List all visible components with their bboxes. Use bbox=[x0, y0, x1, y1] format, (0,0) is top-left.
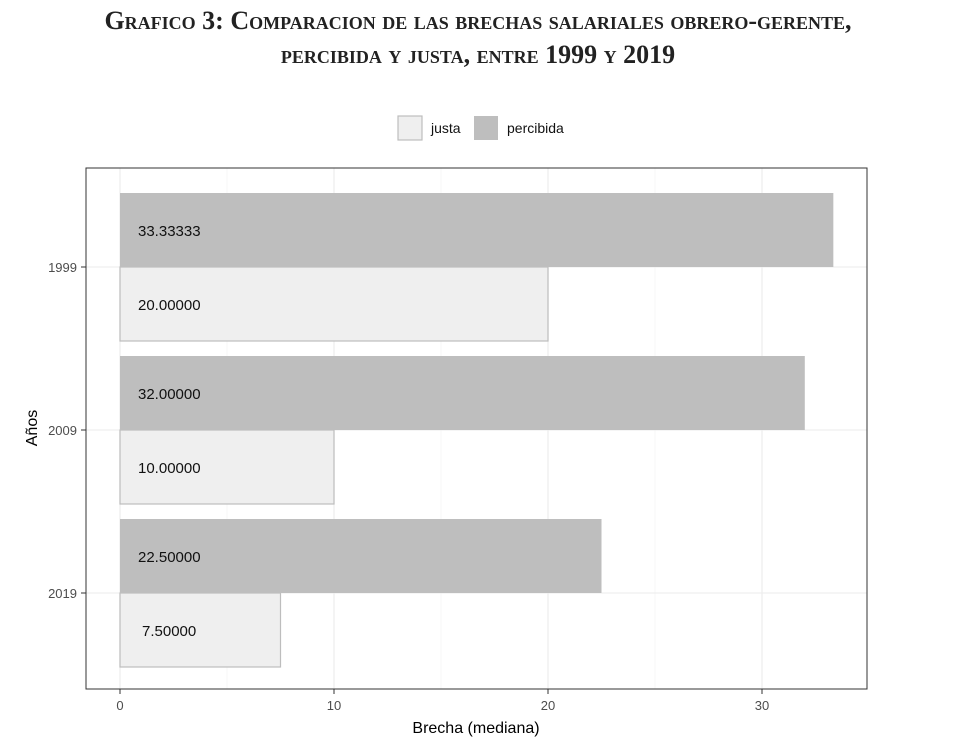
bars bbox=[119, 193, 834, 668]
y-tick-label: 2019 bbox=[48, 586, 77, 601]
x-tick-label: 10 bbox=[327, 698, 341, 713]
chart-title-line-1: Grafico 3: Comparacion de las brechas sa… bbox=[104, 6, 852, 35]
legend-swatch-justa bbox=[397, 115, 423, 141]
chart-title-line-2: percibida y justa, entre 1999 y 2019 bbox=[280, 40, 676, 69]
x-tick-label: 20 bbox=[541, 698, 555, 713]
legend-label-percibida: percibida bbox=[507, 120, 564, 136]
x-tick-label: 30 bbox=[755, 698, 769, 713]
y-tick-label: 2009 bbox=[48, 423, 77, 438]
y-tick-label: 1999 bbox=[48, 260, 77, 275]
data-label-justa-1999: 20.00000 bbox=[138, 297, 201, 314]
bar-justa-1999 bbox=[119, 266, 549, 342]
bar-justa-2009 bbox=[119, 429, 335, 505]
axes: 0 10 20 30 1999 2009 2019 bbox=[48, 260, 769, 713]
bar-justa-2019 bbox=[119, 592, 282, 668]
chart-title: Grafico 3: Comparacion de las brechas sa… bbox=[0, 4, 956, 72]
plot-border bbox=[85, 167, 868, 690]
bar-percibida-1999 bbox=[120, 193, 834, 267]
bar-labels: 33.33333 20.00000 32.00000 10.00000 22.50000… bbox=[138, 223, 201, 640]
data-label-percibida-1999: 33.33333 bbox=[138, 223, 201, 240]
legend-label-justa: justa bbox=[430, 120, 461, 136]
bar-percibida-2009 bbox=[120, 356, 805, 430]
bar-percibida-2019 bbox=[120, 519, 602, 593]
data-label-justa-2009: 10.00000 bbox=[138, 460, 201, 477]
data-label-percibida-2009: 32.00000 bbox=[138, 386, 201, 403]
legend-swatch-percibida bbox=[474, 116, 498, 140]
data-label-percibida-2019: 22.50000 bbox=[138, 549, 201, 566]
x-axis-title: Brecha (mediana) bbox=[412, 720, 539, 737]
legend: justa percibida bbox=[397, 115, 564, 141]
x-tick-label: 0 bbox=[116, 698, 123, 713]
y-axis-title: Años bbox=[24, 410, 41, 446]
data-label-justa-2019: 7.50000 bbox=[142, 623, 196, 640]
